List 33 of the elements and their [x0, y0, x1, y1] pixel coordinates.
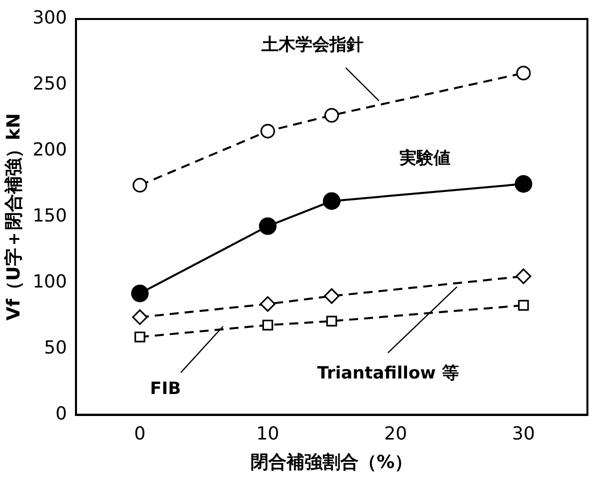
point: [518, 300, 529, 311]
point: [324, 108, 339, 123]
series-label: 実験値: [398, 148, 451, 168]
y-tick-label: 50: [44, 338, 67, 359]
point: [322, 192, 340, 210]
x-tick-label: 0: [134, 423, 146, 444]
text: Triantafillow 等: [317, 363, 459, 384]
point: [324, 288, 340, 304]
point: [516, 66, 531, 80]
y-tick-label: 300: [32, 8, 67, 29]
point: [262, 320, 274, 330]
text: 土木学会指針: [260, 34, 364, 55]
point: [326, 316, 338, 327]
point: [260, 124, 276, 138]
x-tick-label: 30: [512, 423, 535, 444]
point: [132, 309, 148, 325]
point: [134, 332, 146, 342]
point: [516, 268, 532, 284]
x-tick-label: 20: [384, 423, 408, 444]
y-tick-label: 0: [56, 403, 67, 424]
y-tick-label: 150: [32, 206, 67, 227]
x-tick-label: 10: [256, 423, 280, 444]
y-tick-label: 250: [32, 74, 67, 95]
y-axis-title: Vf（U字＋閉合補強）kN: [3, 113, 24, 321]
point: [514, 175, 532, 193]
point: [131, 284, 149, 302]
point: [132, 178, 148, 193]
y-tick-label: 200: [32, 140, 67, 161]
point: [260, 296, 276, 312]
point: [258, 217, 277, 235]
text: FIB: [150, 379, 181, 400]
x-axis-title: 閉合補強割合（%）: [250, 452, 413, 473]
y-tick-label: 100: [32, 272, 67, 293]
